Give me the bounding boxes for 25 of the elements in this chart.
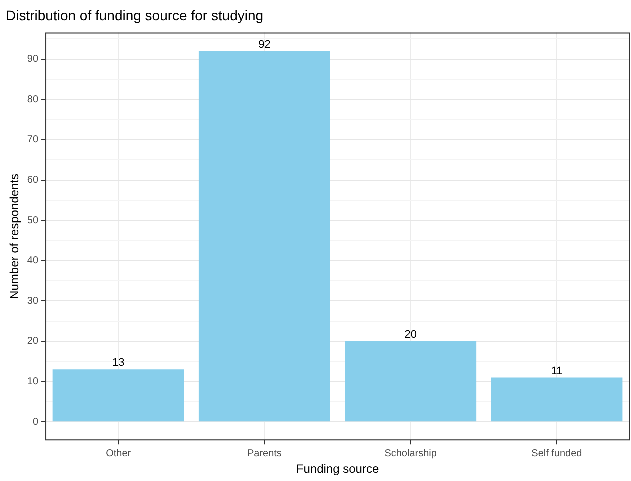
- y-tick-label: 10: [27, 376, 39, 388]
- x-axis-title: Funding source: [296, 462, 380, 476]
- chart-title: Distribution of funding source for studying: [6, 7, 264, 24]
- y-tick-label: 30: [27, 296, 39, 307]
- x-tick-label: Other: [106, 448, 132, 460]
- data-label: 11: [551, 365, 563, 378]
- y-tick-label: 60: [27, 175, 39, 186]
- bar: [52, 370, 184, 422]
- data-label: 13: [112, 357, 125, 370]
- y-tick-label: 80: [27, 94, 39, 106]
- bar: [491, 378, 623, 422]
- y-tick-label: 40: [27, 256, 39, 267]
- y-tick-label: 0: [32, 416, 39, 428]
- data-label: 92: [258, 38, 271, 51]
- x-tick-label: Self funded: [532, 448, 582, 460]
- y-tick-label: 50: [27, 215, 39, 226]
- y-tick-label: 70: [27, 134, 39, 146]
- y-axis-title: Number of respondents: [8, 174, 22, 300]
- y-tick-label: 90: [27, 54, 39, 66]
- bar: [198, 51, 330, 422]
- data-label: 20: [404, 329, 417, 341]
- bar: [345, 341, 477, 422]
- y-tick-label: 20: [27, 336, 39, 348]
- x-tick-label: Parents: [247, 448, 282, 460]
- x-tick-label: Scholarship: [384, 448, 438, 460]
